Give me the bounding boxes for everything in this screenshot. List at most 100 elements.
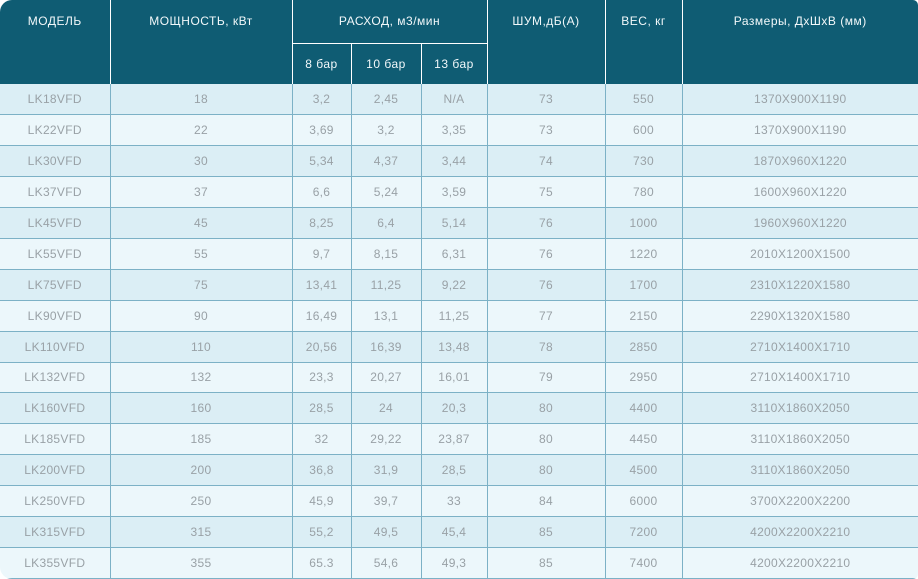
cell-power: 185 (109, 423, 293, 456)
cell-noise: 77 (486, 299, 606, 332)
cell-dimensions: 1960X960X1220 (681, 207, 918, 239)
cell-flow-8bar: 3,2 (291, 84, 352, 116)
cell-noise: 76 (486, 237, 606, 270)
cell-power: 200 (109, 454, 293, 487)
table-header: МОДЕЛЬ МОЩНОСТЬ, кВт РАСХОД, м3/мин ШУМ,… (0, 0, 918, 84)
table-body: LK18VFD 18 3,2 2,45 N/A 73 550 1370X900X1190 LK2… (0, 84, 918, 579)
cell-flow-8bar: 23,3 (291, 361, 352, 394)
cell-power: 132 (109, 361, 293, 394)
cell-flow-13bar: 49,3 (420, 546, 488, 579)
table-row: LK160VFD 160 28,5 24 20,3 80 4400 3110X1860X205… (0, 392, 918, 425)
column-header-model: МОДЕЛЬ (0, 0, 110, 84)
column-header-flow-group: РАСХОД, м3/мин (291, 0, 487, 44)
table-row: LK55VFD 55 9,7 8,15 6,31 76 1220 2010X1200X1500 (0, 237, 918, 270)
column-header-flow-10bar: 10 бар (350, 43, 421, 84)
cell-power: 90 (109, 299, 293, 332)
cell-power: 250 (109, 485, 293, 517)
cell-weight: 4400 (604, 392, 683, 425)
cell-power: 55 (109, 237, 293, 270)
cell-model: LK55VFD (0, 237, 111, 270)
cell-flow-10bar: 13,1 (350, 299, 422, 332)
cell-flow-8bar: 65.3 (291, 546, 352, 579)
cell-power: 22 (109, 114, 293, 147)
cell-flow-13bar: 3,35 (420, 114, 488, 147)
cell-noise: 84 (486, 485, 606, 517)
cell-flow-10bar: 3,2 (350, 114, 422, 147)
cell-model: LK18VFD (0, 84, 111, 116)
cell-flow-13bar: 23,87 (420, 423, 488, 456)
cell-power: 37 (109, 176, 293, 209)
cell-flow-10bar: 2,45 (350, 84, 422, 116)
cell-dimensions: 1600X960X1220 (681, 176, 918, 209)
cell-flow-13bar: 5,14 (420, 207, 488, 239)
table-row: LK110VFD 110 20,56 16,39 13,48 78 2850 2710X140… (0, 330, 918, 363)
cell-model: LK200VFD (0, 454, 111, 487)
cell-flow-13bar: 28,5 (420, 454, 488, 487)
cell-power: 110 (109, 330, 293, 363)
cell-power: 45 (109, 207, 293, 239)
cell-flow-10bar: 16,39 (350, 330, 422, 363)
cell-flow-8bar: 16,49 (291, 299, 352, 332)
cell-flow-8bar: 45,9 (291, 485, 352, 517)
column-header-dimensions: Размеры, ДхШхВ (мм) (681, 0, 918, 84)
table-row: LK22VFD 22 3,69 3,2 3,35 73 600 1370X900X1190 (0, 114, 918, 147)
cell-dimensions: 3110X1860X2050 (681, 454, 918, 487)
cell-noise: 80 (486, 392, 606, 425)
cell-flow-8bar: 6,6 (291, 176, 352, 209)
cell-power: 355 (109, 546, 293, 579)
cell-weight: 550 (604, 84, 683, 116)
cell-flow-10bar: 5,24 (350, 176, 422, 209)
cell-weight: 4500 (604, 454, 683, 487)
cell-power: 315 (109, 515, 293, 548)
cell-weight: 780 (604, 176, 683, 209)
cell-dimensions: 1370X900X1190 (681, 114, 918, 147)
table-row: LK355VFD 355 65.3 54,6 49,3 85 7400 4200X2200X2… (0, 546, 918, 579)
cell-flow-10bar: 4,37 (350, 145, 422, 178)
cell-flow-10bar: 11,25 (350, 268, 422, 301)
cell-flow-13bar: 3,44 (420, 145, 488, 178)
cell-dimensions: 1870X960X1220 (681, 145, 918, 178)
column-header-flow-8bar: 8 бар (291, 43, 351, 84)
cell-weight: 1700 (604, 268, 683, 301)
cell-flow-8bar: 55,2 (291, 515, 352, 548)
cell-flow-10bar: 6,4 (350, 207, 422, 239)
cell-dimensions: 3700X2200X2200 (681, 485, 918, 517)
cell-weight: 1220 (604, 237, 683, 270)
cell-model: LK37VFD (0, 176, 111, 209)
cell-model: LK75VFD (0, 268, 111, 301)
cell-model: LK185VFD (0, 423, 111, 456)
cell-flow-13bar: 33 (420, 485, 488, 517)
cell-model: LK315VFD (0, 515, 111, 548)
cell-power: 30 (109, 145, 293, 178)
cell-flow-8bar: 28,5 (291, 392, 352, 425)
cell-weight: 7200 (604, 515, 683, 548)
cell-flow-8bar: 20,56 (291, 330, 352, 363)
cell-weight: 730 (604, 145, 683, 178)
cell-power: 75 (109, 268, 293, 301)
cell-flow-10bar: 31,9 (350, 454, 422, 487)
column-header-weight: ВЕС, кг (604, 0, 682, 84)
cell-flow-13bar: 6,31 (420, 237, 488, 270)
cell-weight: 2150 (604, 299, 683, 332)
cell-flow-10bar: 8,15 (350, 237, 422, 270)
cell-dimensions: 2310X1220X1580 (681, 268, 918, 301)
cell-model: LK110VFD (0, 330, 111, 363)
cell-flow-13bar: 11,25 (420, 299, 488, 332)
table-row: LK90VFD 90 16,49 13,1 11,25 77 2150 2290X1320X1… (0, 299, 918, 332)
cell-noise: 79 (486, 361, 606, 394)
cell-dimensions: 2710X1400X1710 (681, 361, 918, 394)
cell-power: 160 (109, 392, 293, 425)
table-row: LK315VFD 315 55,2 49,5 45,4 85 7200 4200X2200X2… (0, 515, 918, 548)
cell-noise: 76 (486, 268, 606, 301)
cell-weight: 7400 (604, 546, 683, 579)
cell-dimensions: 2290X1320X1580 (681, 299, 918, 332)
table-row: LK30VFD 30 5,34 4,37 3,44 74 730 1870X960X1220 (0, 145, 918, 178)
cell-flow-8bar: 8,25 (291, 207, 352, 239)
cell-flow-13bar: 3,59 (420, 176, 488, 209)
cell-noise: 76 (486, 207, 606, 239)
cell-flow-8bar: 36,8 (291, 454, 352, 487)
cell-flow-8bar: 9,7 (291, 237, 352, 270)
table-row: LK132VFD 132 23,3 20,27 16,01 79 2950 2710X1400… (0, 361, 918, 394)
